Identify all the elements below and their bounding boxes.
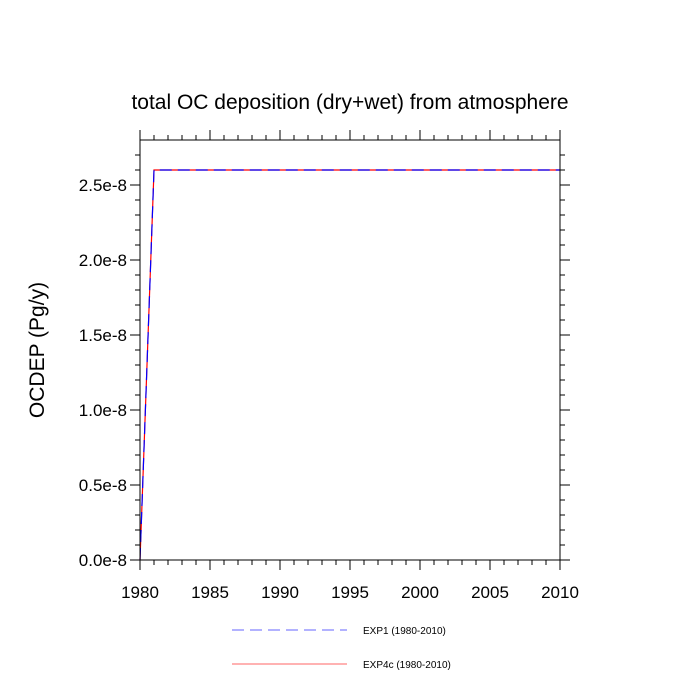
series-line-2 bbox=[139, 169, 560, 561]
x-tick-label: 1980 bbox=[121, 583, 159, 602]
y-tick-label: 2.5e-8 bbox=[79, 176, 127, 195]
x-tick-label: 2000 bbox=[401, 583, 439, 602]
axis-ticks: 1980 1985 1990 1995 2000 2005 2010 0.0e-8 0.5e-8… bbox=[79, 130, 579, 602]
series-line-1 bbox=[139, 169, 560, 561]
y-tick-label: 1.5e-8 bbox=[79, 326, 127, 345]
y-tick-label: 0.0e-8 bbox=[79, 551, 127, 570]
legend-label-1: EXP1 (1980-2010) bbox=[363, 626, 446, 637]
x-tick-label: 1995 bbox=[331, 583, 369, 602]
x-tick-label: 1990 bbox=[261, 583, 299, 602]
x-tick-label: 1985 bbox=[191, 583, 229, 602]
plot-frame bbox=[139, 139, 561, 561]
series-layer bbox=[139, 169, 560, 561]
x-tick-label: 2010 bbox=[541, 583, 579, 602]
legend: EXP1 (1980-2010) EXP4c (1980-2010) bbox=[232, 626, 451, 671]
chart-title: total OC deposition (dry+wet) from atmos… bbox=[131, 91, 568, 114]
y-tick-label: 2.0e-8 bbox=[79, 251, 127, 270]
y-tick-label: 1.0e-8 bbox=[79, 401, 127, 420]
y-tick-label: 0.5e-8 bbox=[79, 476, 127, 495]
legend-label-2: EXP4c (1980-2010) bbox=[363, 660, 451, 671]
x-tick-label: 2005 bbox=[471, 583, 509, 602]
y-axis-label: OCDEP (Pg/y) bbox=[26, 282, 49, 418]
